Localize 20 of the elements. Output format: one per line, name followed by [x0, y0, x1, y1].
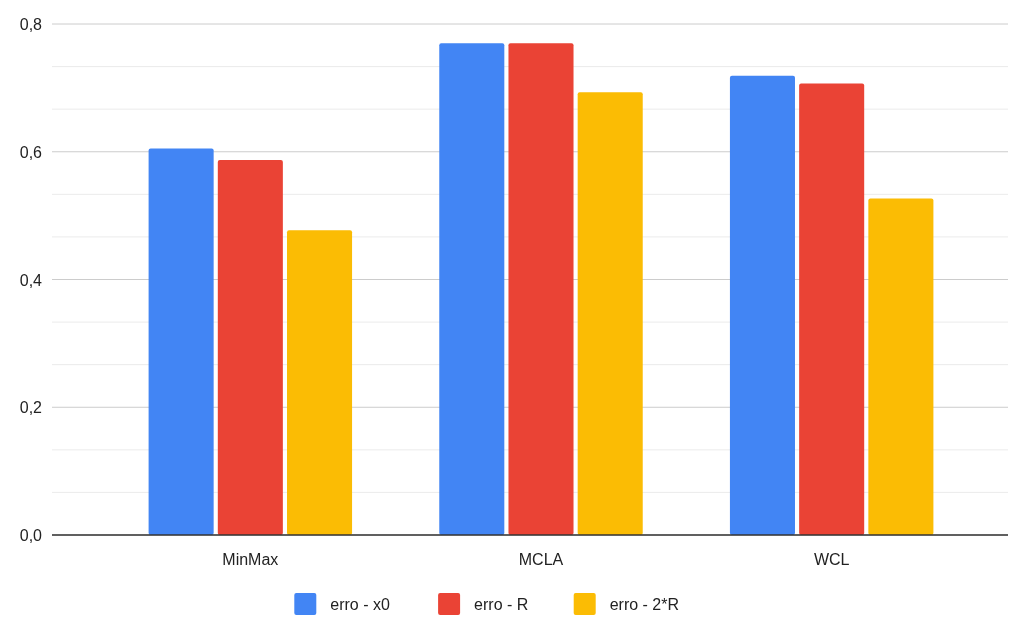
bar	[508, 43, 574, 535]
legend-label: erro - R	[474, 596, 529, 613]
x-tick-label: MCLA	[518, 551, 564, 568]
bar	[868, 198, 934, 535]
legend-label: erro - 2*R	[609, 596, 680, 613]
y-tick-label: 0,0	[19, 527, 43, 544]
bar	[729, 75, 795, 535]
bar	[287, 230, 353, 535]
bar	[799, 83, 865, 535]
bar	[439, 43, 505, 535]
bar	[577, 92, 643, 535]
y-tick-label: 0,8	[19, 16, 43, 33]
x-tick-label: WCL	[813, 551, 850, 568]
y-tick-label: 0,2	[19, 399, 43, 417]
x-tick-label: MinMax	[222, 551, 279, 568]
bar	[217, 160, 283, 535]
y-tick-label: 0,6	[19, 143, 43, 161]
y-tick-label: 0,4	[19, 271, 43, 289]
bar	[148, 148, 214, 535]
legend-label: erro - x0	[330, 596, 390, 613]
